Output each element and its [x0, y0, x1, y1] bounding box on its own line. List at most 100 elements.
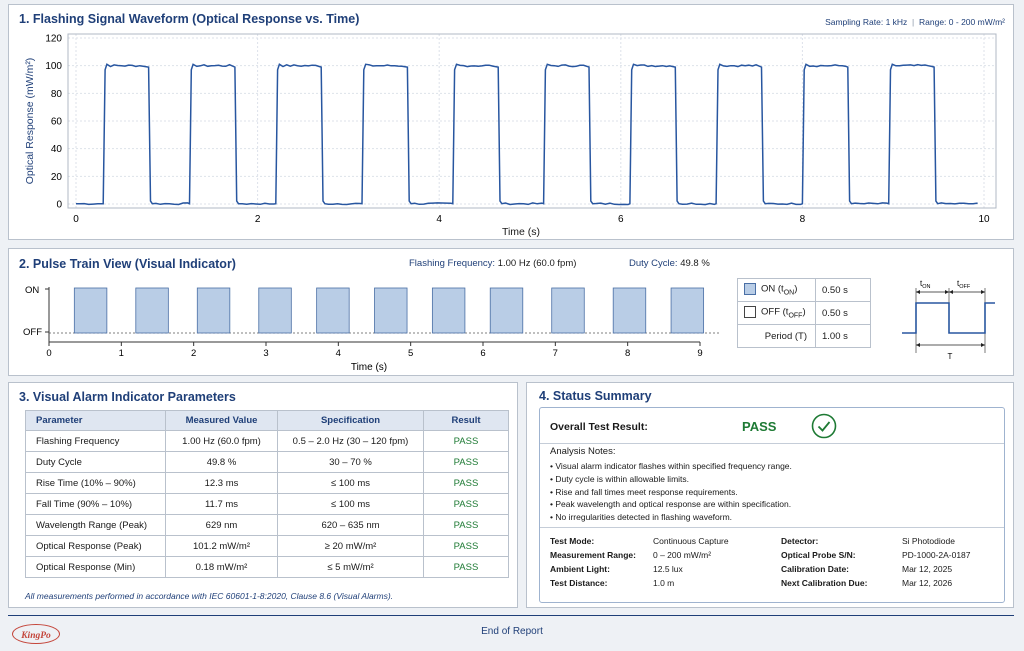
pulse-x-tick-label: 5 — [408, 348, 413, 359]
legend-off-value: 0.50 s — [815, 301, 871, 325]
col-result: Result — [423, 410, 509, 431]
diagram-period: T — [948, 352, 953, 361]
pulse-x-tick-label: 0 — [46, 348, 51, 359]
y-tick-label: 20 — [51, 172, 63, 183]
param-name-cell: Optical Response (Peak) — [25, 535, 166, 557]
kv-key: Next Calibration Due: — [781, 578, 868, 588]
y-tick-label: 120 — [45, 34, 62, 45]
measured-value-cell: 11.7 ms — [165, 493, 278, 515]
x-tick-label: 10 — [978, 214, 990, 225]
toff-arrow-right — [981, 290, 985, 294]
legend-on-value: 0.50 s — [815, 278, 871, 302]
col-measured: Measured Value — [165, 410, 278, 431]
period-arrow-right — [981, 343, 985, 347]
table-row: Rise Time (10% – 90%) 12.3 ms ≤ 100 ms PASS — [25, 472, 509, 494]
spec-cell: ≥ 20 mW/m² — [277, 535, 424, 557]
legend-off-sub: OFF — [788, 312, 803, 320]
freq-label: Flashing Frequency: — [409, 258, 496, 269]
x-tick-label: 4 — [436, 214, 442, 225]
spec-cell: ≤ 5 mW/m² — [277, 556, 424, 578]
pulse-chart: ON OFF 0 1 2 3 4 5 6 7 8 9 Time (s) — [23, 285, 719, 373]
x-tick-label: 0 — [73, 214, 79, 225]
y-tick-label: 0 — [56, 200, 62, 211]
result-cell: PASS — [423, 535, 509, 557]
diagram-toff-t: t — [957, 279, 960, 288]
diagram-toff-sub: OFF — [959, 284, 971, 290]
kv-row: Test Mode: Continuous Capture — [550, 534, 729, 548]
period-arrow-left — [916, 343, 920, 347]
kv-key: Ambient Light: — [550, 564, 610, 574]
param-name-cell: Duty Cycle — [25, 451, 166, 473]
pulse-bar — [73, 287, 108, 334]
kv-value: PD-1000-2A-0187 — [902, 550, 971, 560]
measured-value-cell: 101.2 mW/m² — [165, 535, 278, 557]
table-row: Optical Response (Min) 0.18 mW/m² ≤ 5 mW/m… — [25, 556, 509, 578]
notes-list: • Visual alarm indicator flashes within … — [550, 460, 792, 524]
legend-off-tail: ) — [802, 306, 806, 318]
col-parameter: Parameter — [25, 410, 166, 431]
pulse-bar — [551, 287, 585, 334]
y-tick-label: 100 — [45, 61, 62, 72]
pulse-legend: ON (tON) 0.50 s OFF (tOFF) 0.50 s Period… — [737, 278, 871, 348]
waveform-series-line — [76, 63, 978, 206]
sampling-separator: | — [912, 17, 915, 27]
kv-value: 1.0 m — [653, 578, 675, 588]
pulse-x-tick-label: 9 — [697, 348, 702, 359]
pulse-title: 2. Pulse Train View (Visual Indicator) — [19, 257, 236, 271]
freq-value: 1.00 Hz (60.0 fpm) — [497, 258, 577, 269]
result-cell: PASS — [423, 556, 509, 578]
off-level-label: OFF — [23, 327, 42, 338]
kv-key: Test Mode: — [550, 536, 595, 546]
toff-arrow-left — [949, 290, 953, 294]
end-of-report: End of Report — [481, 626, 543, 637]
kv-row: Detector: Si Photodiode — [781, 534, 971, 548]
pulse-x-tick-label: 7 — [553, 348, 558, 359]
measured-value-cell: 1.00 Hz (60.0 fpm) — [165, 430, 278, 452]
company-logo: KingPo — [12, 624, 60, 644]
status-title: 4. Status Summary — [539, 389, 652, 403]
pulse-bar — [374, 287, 408, 334]
sampling-label: Sampling Rate: — [825, 17, 884, 27]
params-table: Parameter Measured Value Specification R… — [25, 410, 509, 578]
param-name-cell: Optical Response (Min) — [25, 556, 166, 578]
diagram-ton: tON — [920, 279, 931, 290]
swatch-on — [744, 283, 756, 296]
pulse-bar — [196, 287, 231, 334]
table-row: Wavelength Range (Peak) 629 nm 620 – 635 n… — [25, 514, 509, 536]
pulse-bar — [135, 287, 169, 334]
kv-row: Optical Probe S/N: PD-1000-2A-0187 — [781, 548, 971, 562]
status-divider-top — [540, 443, 1004, 444]
kv-value: Si Photodiode — [902, 536, 955, 546]
pulse-x-tick-label: 1 — [119, 348, 124, 359]
y-tick-label: 80 — [51, 89, 63, 100]
overall-value: PASS — [742, 419, 777, 434]
footer-rule — [8, 615, 1014, 616]
kv-row: Ambient Light: 12.5 lux — [550, 562, 729, 576]
param-name-cell: Flashing Frequency — [25, 430, 166, 452]
params-footnote: All measurements performed in accordance… — [25, 591, 394, 601]
waveform-plot-frame — [67, 33, 997, 209]
result-cell: PASS — [423, 514, 509, 536]
kv-value: 0 – 200 mW/m² — [653, 550, 712, 560]
notes-title: Analysis Notes: — [550, 446, 616, 457]
timing-diagram: tON tOFF T — [902, 279, 995, 361]
result-cell: PASS — [423, 451, 509, 473]
kv-row: Next Calibration Due: Mar 12, 2026 — [781, 576, 971, 590]
duty-value: 49.8 % — [680, 258, 710, 269]
kv-value: Mar 12, 2026 — [902, 578, 953, 588]
spec-cell: ≤ 100 ms — [277, 472, 424, 494]
kv-row: Measurement Range: 0 – 200 mW/m² — [550, 548, 729, 562]
result-cell: PASS — [423, 430, 509, 452]
spec-cell: ≤ 100 ms — [277, 493, 424, 515]
legend-on-sub: ON — [783, 289, 795, 297]
note-item: • Peak wavelength and optical response a… — [550, 499, 792, 510]
note-item: • Duty cycle is within allowable limits. — [550, 473, 690, 484]
ton-arrow-left — [916, 290, 920, 294]
spec-cell: 620 – 635 nm — [277, 514, 424, 536]
diagram-toff: tOFF — [957, 279, 971, 290]
pulse-bar — [316, 287, 350, 334]
params-panel: 3. Visual Alarm Indicator Parameters Par… — [8, 382, 518, 608]
result-cell: PASS — [423, 472, 509, 494]
x-tick-label: 6 — [618, 214, 624, 225]
waveform-panel: 1. Flashing Signal Waveform (Optical Res… — [8, 4, 1014, 240]
